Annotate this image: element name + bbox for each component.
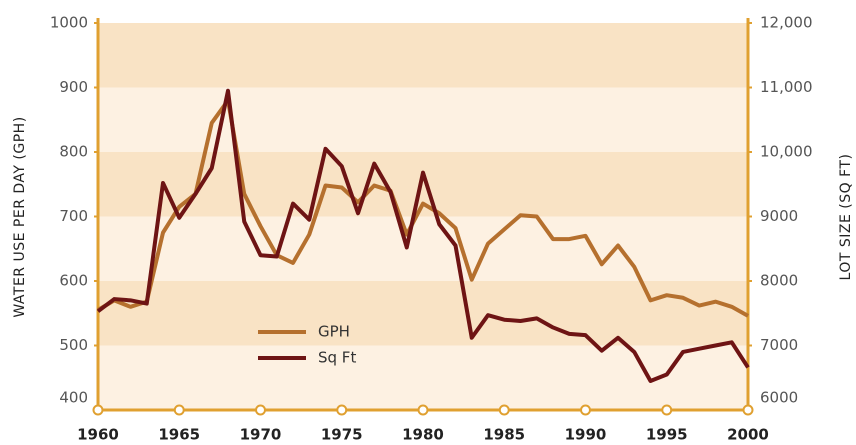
y2-tick-label: 8000 xyxy=(760,272,798,290)
x-tick-label: 1970 xyxy=(240,426,282,444)
x-tick-label: 1960 xyxy=(77,426,119,444)
legend-label: Sq Ft xyxy=(318,349,356,367)
band xyxy=(98,216,748,281)
x-tick xyxy=(92,404,104,416)
y-tick-label: 900 xyxy=(59,78,88,96)
x-tick xyxy=(661,404,673,416)
y2-tick-label: 6000 xyxy=(760,389,798,407)
y-tick-label: 600 xyxy=(59,272,88,290)
band xyxy=(98,23,748,88)
y2-axis-label: LOT SIZE (SQ FT) xyxy=(838,154,854,281)
y-tick-label: 1000 xyxy=(50,14,88,32)
y2-tick-label: 10,000 xyxy=(760,143,813,161)
band xyxy=(98,345,748,410)
y2-tick-label: 12,000 xyxy=(760,14,813,32)
band xyxy=(98,281,748,346)
x-tick xyxy=(255,404,266,416)
x-tick xyxy=(417,404,429,416)
x-tick xyxy=(742,404,754,416)
y2-tick-label: 11,000 xyxy=(760,78,813,96)
y2-tick-label: 9000 xyxy=(760,207,798,225)
legend-label: GPH xyxy=(318,323,350,341)
x-tick-label: 1985 xyxy=(483,426,525,444)
series-line xyxy=(96,98,749,318)
series-line xyxy=(96,88,750,383)
x-tick-label: 1980 xyxy=(402,426,444,444)
x-tick xyxy=(498,404,510,416)
y-tick-label: 400 xyxy=(59,389,88,407)
x-tick-label: 1990 xyxy=(565,426,607,444)
x-tick xyxy=(580,404,591,416)
x-tick-label: 1975 xyxy=(321,426,363,444)
x-tick-label: 1965 xyxy=(158,426,200,444)
y-tick-label: 500 xyxy=(59,336,88,354)
y-axis-label: WATER USE PER DAY (GPH) xyxy=(12,116,28,317)
y2-tick-label: 7000 xyxy=(760,336,798,354)
y-tick-label: 800 xyxy=(59,143,88,161)
x-tick-label: 1995 xyxy=(646,426,688,444)
band xyxy=(98,87,748,152)
x-tick xyxy=(173,404,185,416)
x-tick xyxy=(336,404,348,416)
y-tick-label: 700 xyxy=(59,207,88,225)
x-tick-label: 2000 xyxy=(727,426,769,444)
